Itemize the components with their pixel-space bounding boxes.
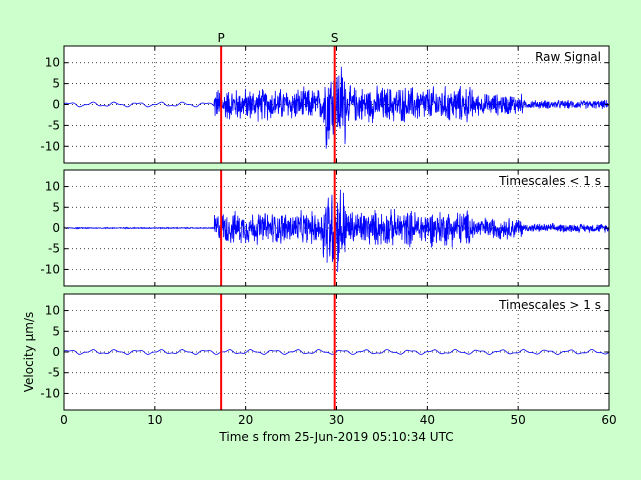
signal-trace — [63, 66, 610, 149]
panel-3: -10 -5 0 5 10 Timescales > 1 s — [40, 293, 610, 411]
x-tick-label: 0 — [60, 413, 68, 427]
y-tick-label: 10 — [45, 56, 60, 70]
panel-1: -10 -5 0 5 10 Raw Signal — [40, 45, 610, 164]
y-tick-label: -10 — [40, 139, 60, 153]
panel-label: Timescales < 1 s — [498, 174, 601, 188]
arrival-label-s: S — [331, 31, 339, 45]
signal-trace — [63, 189, 610, 272]
y-tick-label: 10 — [45, 180, 60, 194]
y-tick-label: 10 — [45, 304, 60, 318]
y-axis-label: Velocity μm/s — [22, 312, 36, 393]
y-tick-label: 5 — [52, 77, 60, 91]
x-tick-label: 10 — [147, 413, 162, 427]
x-tick-label: 50 — [511, 413, 526, 427]
panel-2: -10 -5 0 5 10 Timescales < 1 s — [40, 169, 610, 287]
panel-label: Timescales > 1 s — [498, 298, 601, 312]
y-tick-label: 5 — [52, 200, 60, 214]
y-tick-label: -5 — [48, 118, 60, 132]
x-tick-label: 40 — [420, 413, 435, 427]
y-tick-label: 0 — [52, 221, 60, 235]
y-tick-label: 0 — [52, 98, 60, 112]
y-tick-label: -5 — [48, 366, 60, 380]
y-tick-label: 5 — [52, 324, 60, 338]
y-tick-label: -5 — [48, 242, 60, 256]
x-tick-label: 20 — [238, 413, 253, 427]
y-tick-label: -10 — [40, 386, 60, 400]
panel-label: Raw Signal — [535, 50, 601, 64]
x-tick-label: 60 — [601, 413, 616, 427]
y-tick-label: -10 — [40, 262, 60, 276]
x-axis-label: Time s from 25-Jun-2019 05:10:34 UTC — [218, 430, 453, 444]
arrival-label-p: P — [218, 31, 225, 45]
y-tick-label: 0 — [52, 345, 60, 359]
signal-trace — [63, 349, 610, 355]
x-tick-label: 30 — [329, 413, 344, 427]
